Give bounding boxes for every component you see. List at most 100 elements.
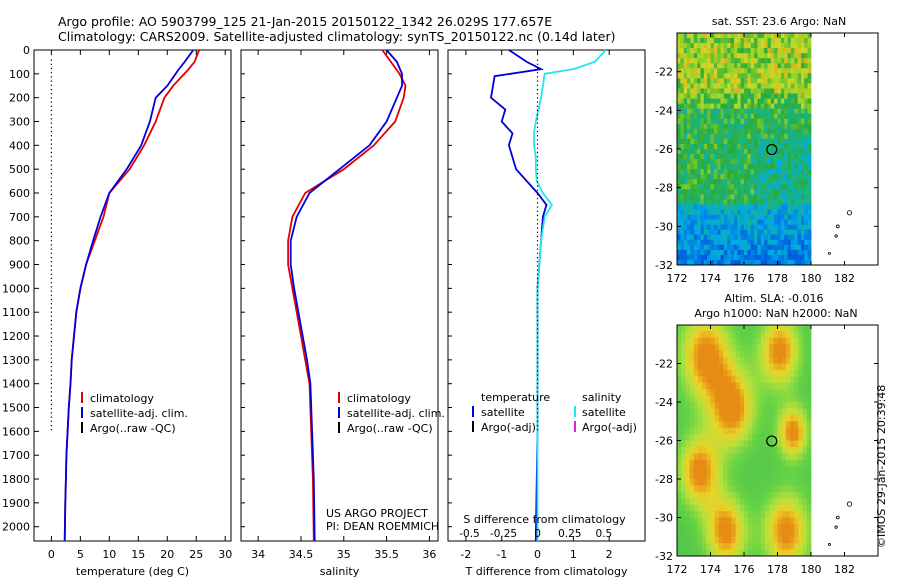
island-outline [846, 210, 853, 216]
sst-heatmap-cell [740, 169, 745, 175]
sst-heatmap-cell [744, 53, 748, 59]
sst-heatmap-cell [734, 164, 738, 170]
sla-heatmap-cell [697, 414, 703, 422]
sla-heatmap-cell [693, 498, 699, 506]
sst-heatmap-cell [794, 149, 799, 155]
sst-heatmap-cell [757, 88, 762, 94]
sst-heatmap-cell [677, 58, 681, 64]
sst-heatmap-cell [717, 43, 721, 49]
sst-heatmap-cell [797, 260, 802, 266]
sla-heatmap-cell [756, 466, 762, 473]
sst-heatmap-cell [794, 209, 799, 215]
sst-heatmap-cell [727, 88, 732, 94]
sst-heatmap-cell [784, 123, 788, 130]
sst-heatmap-cell [697, 108, 701, 115]
sla-heatmap-cell [735, 376, 741, 384]
sst-map-xtick-label: 174 [700, 272, 721, 285]
sst-heatmap-cell [687, 149, 691, 155]
sst-heatmap-cell [703, 209, 708, 215]
sst-heatmap-cell [734, 68, 738, 74]
sst-heatmap-cell [697, 159, 701, 165]
sst-heatmap-cell [713, 88, 718, 94]
sla-heatmap-cell [752, 344, 757, 352]
sst-heatmap-cell [750, 48, 755, 54]
sst-heatmap-cell [713, 63, 718, 69]
sla-heatmap-cell [706, 408, 711, 416]
sla-heatmap-cell [773, 453, 778, 461]
sla-heatmap-cell [781, 434, 787, 441]
sla-heatmap-cell [756, 530, 762, 538]
sst-heatmap-cell [747, 254, 752, 261]
sst-heatmap-cell [801, 78, 805, 84]
sst-heatmap-cell [717, 118, 721, 125]
sst-heatmap-cell [677, 43, 681, 49]
sst-heatmap-cell [687, 204, 691, 210]
sst-heatmap-cell [677, 133, 681, 140]
sla-heatmap-cell [798, 434, 803, 441]
sst-heatmap-cell [787, 260, 792, 266]
sst-heatmap-cell [794, 43, 799, 49]
sla-heatmap-cell [714, 434, 720, 441]
sst-heatmap-cell [677, 244, 681, 251]
sla-heatmap-cell [798, 517, 803, 525]
sst-heatmap-cell [757, 209, 762, 215]
sst-heatmap-cell [760, 229, 765, 236]
sst-heatmap-cell [744, 88, 748, 94]
sla-heatmap-cell [806, 440, 812, 448]
sst-heatmap-cell [720, 239, 725, 246]
sst-heatmap-cell [747, 78, 752, 84]
sst-heatmap-cell [780, 58, 785, 64]
sst-heatmap-cell [720, 58, 725, 64]
sst-heatmap-cell [750, 144, 755, 150]
sst-heatmap-cell [807, 224, 812, 231]
sst-heatmap-cell [687, 244, 691, 251]
sla-heatmap-cell [744, 389, 749, 396]
sst-heatmap-cell [801, 144, 805, 150]
sla-heatmap-cell [756, 485, 762, 493]
sst-heatmap-cell [690, 83, 695, 89]
sla-heatmap-cell [806, 344, 812, 352]
sst-heatmap-cell [683, 174, 688, 180]
sst-heatmap-cell [740, 78, 745, 84]
sst-heatmap-cell [790, 239, 795, 246]
sst-heatmap-cell [801, 63, 805, 69]
sst-heatmap-cell [727, 229, 732, 236]
sst-heatmap-cell [737, 204, 742, 210]
sst-heatmap-cell [780, 194, 785, 200]
sst-heatmap-cell [707, 68, 711, 74]
sla-heatmap-cell [723, 331, 728, 339]
sst-heatmap-cell [770, 189, 775, 195]
sst-heatmap-cell [804, 138, 809, 145]
sla-heatmap-cell [781, 446, 787, 454]
sla-heatmap-cell [697, 536, 703, 544]
sla-heatmap-cell [735, 504, 741, 512]
sst-heatmap-cell [693, 43, 698, 49]
sla-heatmap-cell [693, 382, 699, 390]
sla-heatmap-cell [693, 517, 699, 525]
sla-heatmap-cell [702, 395, 707, 403]
sla-heatmap-cell [764, 530, 770, 538]
sst-heatmap-cell [804, 93, 809, 99]
sst-heatmap-cell [677, 138, 681, 145]
sst-heatmap-cell [710, 58, 715, 64]
sst-heatmap-cell [777, 260, 782, 266]
sla-heatmap-cell [773, 485, 778, 493]
sla-heatmap-cell [681, 408, 686, 416]
sst-heatmap-cell [750, 73, 755, 79]
sla-heatmap-cell [735, 357, 741, 364]
sst-heatmap-cell [697, 58, 701, 64]
figure-title-line2: Climatology: CARS2009. Satellite-adjuste… [58, 29, 616, 44]
sst-heatmap-cell [784, 199, 788, 205]
sla-heatmap-cell [706, 440, 711, 448]
sst-heatmap-cell [807, 260, 812, 266]
sst-heatmap-cell [770, 38, 775, 44]
sst-heatmap-cell [780, 83, 785, 89]
sla-heatmap-cell [748, 498, 753, 506]
sst-heatmap-cell [723, 78, 728, 84]
sla-heatmap-cell [773, 491, 778, 499]
sla-heatmap-cell [744, 466, 749, 473]
sst-heatmap-cell [784, 224, 788, 231]
sst-heatmap-cell [727, 113, 732, 120]
sst-heatmap-cell [744, 138, 748, 145]
